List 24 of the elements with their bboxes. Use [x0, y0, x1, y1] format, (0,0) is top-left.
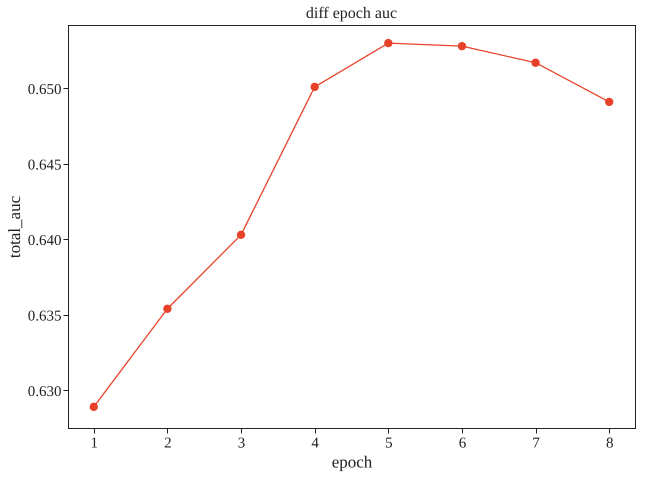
point: [605, 98, 614, 106]
x-tick-label: 1: [90, 436, 98, 452]
point: [310, 82, 319, 92]
chart-title: diff epoch auc: [306, 5, 398, 22]
y-tick-label: 0.645: [28, 157, 62, 174]
point: [458, 42, 466, 50]
y-tick-label: 0.635: [28, 308, 62, 324]
y-tick-label: 0.630: [28, 384, 62, 400]
point: [236, 230, 246, 239]
x-tick-label: 8: [606, 436, 614, 452]
x-tick-label: 7: [532, 436, 540, 452]
x-tick-label: 4: [311, 436, 320, 452]
x-tick-label: 6: [458, 436, 467, 452]
y-tick-label: 0.650: [28, 82, 62, 98]
x-tick-label: 5: [385, 436, 393, 452]
x-axis-title: epoch: [332, 452, 373, 472]
x-tick-label: 3: [238, 436, 246, 452]
y-axis-title: total_auc: [4, 195, 24, 258]
point: [163, 304, 172, 313]
point: [90, 402, 98, 412]
x-tick-label: 2: [164, 436, 172, 452]
y-tick-label: 0.640: [28, 232, 62, 249]
point: [531, 58, 540, 67]
point: [384, 38, 392, 48]
